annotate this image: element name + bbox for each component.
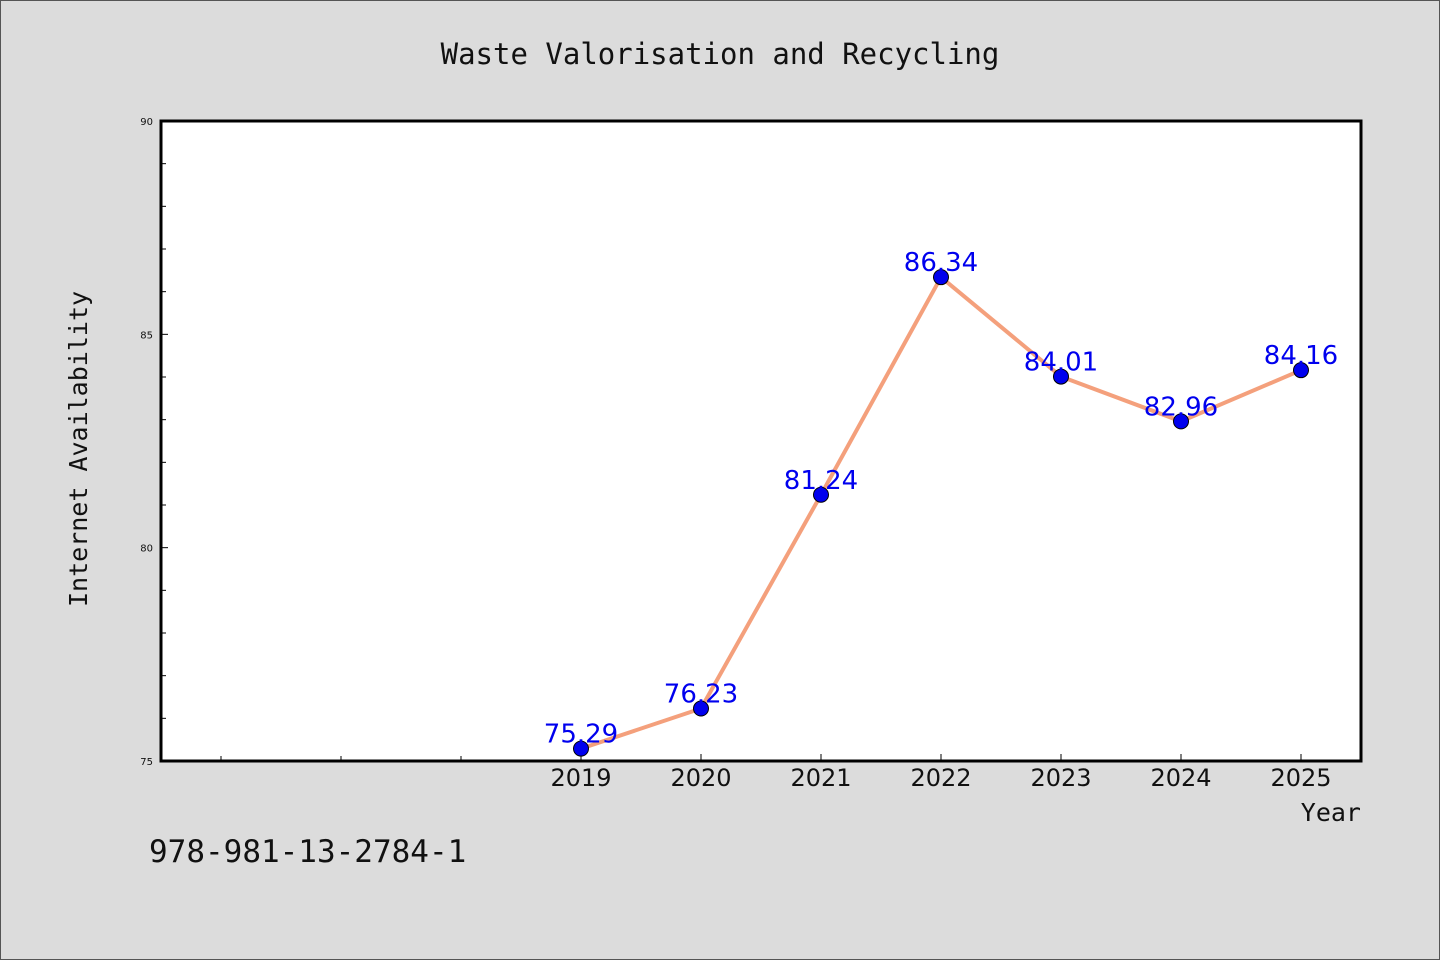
data-labels: 75.29 76.23 81.24 86.34 84.01 82.96 84.16 [544,248,1338,749]
data-point [693,700,709,717]
plot-area [159,119,1363,763]
minor-ticks [161,163,462,761]
x-tick-label: 2022 [910,764,971,792]
chart-title: Waste Valorisation and Recycling [441,37,1000,71]
data-label: 76.23 [664,680,738,710]
data-point [1293,362,1309,379]
data-label: 82.96 [1144,392,1218,422]
isbn-text: 978-981-13-2784-1 [149,834,467,870]
data-label: 84.16 [1264,341,1338,371]
x-axis-ticks: 2019 2020 2021 2022 2023 2024 2025 [550,754,1332,792]
y-tick-label: 90 [140,117,153,128]
x-tick-label: 2024 [1150,764,1211,792]
x-tick-label: 2021 [790,764,851,792]
y-tick-label: 75 [140,757,153,768]
data-point [1053,368,1069,385]
x-tick-label: 2023 [1030,764,1091,792]
y-axis-ticks: 75 80 85 90 [140,117,168,768]
data-label: 81.24 [784,466,858,496]
data-point [573,740,589,757]
data-label: 86.34 [904,248,978,278]
x-tick-label: 2020 [670,764,731,792]
data-markers [573,269,1309,757]
y-tick-label: 80 [140,544,153,555]
data-label: 75.29 [544,720,618,750]
data-point [1173,413,1189,430]
x-tick-label: 2025 [1270,764,1331,792]
y-axis-label: Internet Availability [64,291,93,607]
x-tick-label: 2019 [550,764,611,792]
data-label: 84.01 [1024,348,1098,378]
y-tick-label: 85 [140,330,153,341]
data-point [933,269,949,286]
x-axis-label: Year [1301,798,1361,827]
data-point [813,486,829,503]
